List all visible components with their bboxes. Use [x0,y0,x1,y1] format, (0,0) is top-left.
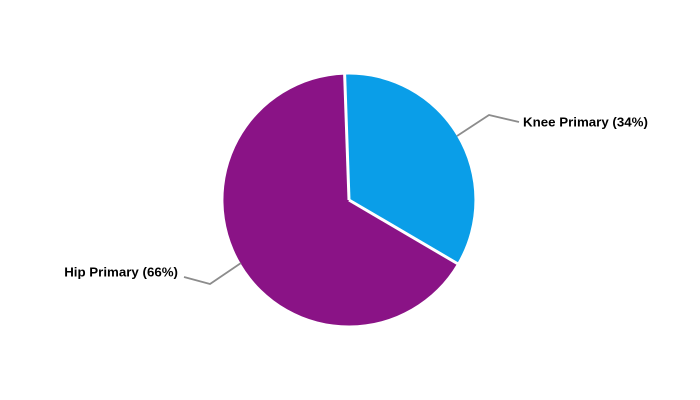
pie-slice-hip-primary [223,74,458,326]
slice-divider [343,73,351,201]
slice-label-hip-primary: Hip Primary (66%) [64,265,178,280]
leader-line-knee-primary [456,114,520,137]
leader-line-hip-primary [183,262,242,285]
slice-label-knee-primary: Knee Primary (34%) [523,115,648,130]
slice-divider [348,198,459,266]
